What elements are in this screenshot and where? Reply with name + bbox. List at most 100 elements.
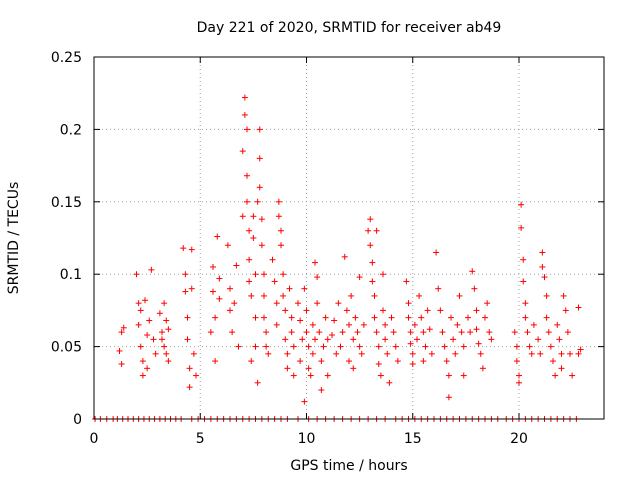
- data-point: [252, 314, 259, 321]
- data-point: [513, 343, 520, 350]
- data-point: [214, 233, 221, 240]
- data-point: [407, 329, 414, 336]
- y-tick-labels: 0 0.05 0.1 0.15 0.2 0.25: [51, 50, 82, 428]
- data-point: [354, 329, 361, 336]
- data-point: [275, 213, 282, 220]
- data-point: [252, 271, 259, 278]
- data-point: [450, 336, 457, 343]
- data-point: [258, 242, 265, 249]
- data-point: [479, 365, 486, 372]
- data-point: [522, 314, 529, 321]
- data-point: [484, 300, 491, 307]
- data-point: [477, 350, 484, 357]
- data-point: [539, 263, 546, 270]
- data-point: [244, 172, 250, 179]
- data-point: [367, 242, 374, 249]
- data-point: [539, 249, 546, 256]
- x-tick-label: 15: [404, 431, 422, 447]
- data-point: [246, 227, 253, 234]
- data-point: [286, 285, 293, 292]
- data-point: [261, 271, 267, 278]
- data-point: [207, 329, 214, 336]
- data-point: [384, 350, 391, 357]
- data-point: [409, 360, 416, 367]
- data-point: [441, 343, 448, 350]
- data-point: [144, 332, 151, 339]
- y-tick-label: 0.15: [51, 195, 82, 211]
- x-tick-label: 10: [298, 431, 316, 447]
- data-point: [261, 314, 267, 321]
- data-point: [318, 358, 325, 365]
- data-point: [248, 358, 255, 365]
- data-point: [288, 329, 295, 336]
- data-point: [163, 350, 170, 357]
- data-point: [420, 329, 427, 336]
- data-point: [471, 285, 478, 292]
- data-point: [278, 227, 284, 234]
- y-axis-label: SRMTID / TECUs: [6, 182, 22, 295]
- data-point: [558, 365, 565, 372]
- data-point: [473, 307, 480, 314]
- data-point: [150, 336, 157, 343]
- data-point: [135, 300, 142, 307]
- data-point: [513, 358, 520, 365]
- data-point: [564, 329, 571, 336]
- data-point: [437, 307, 444, 314]
- y-tick-label: 0.05: [51, 340, 82, 356]
- data-point: [373, 227, 380, 234]
- data-point: [252, 343, 259, 350]
- data-point: [386, 379, 393, 386]
- data-point: [452, 350, 459, 357]
- data-point: [318, 387, 325, 394]
- data-point: [520, 256, 527, 263]
- data-point: [371, 314, 378, 321]
- data-point: [558, 350, 565, 357]
- data-point: [186, 384, 193, 391]
- data-point: [188, 285, 195, 292]
- data-point: [435, 285, 442, 292]
- data-point: [367, 216, 374, 223]
- data-point: [305, 343, 312, 350]
- data-point: [273, 321, 280, 328]
- data-point: [524, 329, 531, 336]
- data-point: [486, 329, 493, 336]
- data-point: [456, 292, 463, 299]
- data-point: [482, 314, 488, 321]
- data-point: [575, 350, 582, 357]
- axis-ticks: [93, 56, 604, 420]
- data-point: [258, 216, 265, 223]
- data-point: [290, 343, 297, 350]
- data-point: [518, 201, 525, 208]
- data-point: [216, 295, 223, 302]
- data-point: [118, 360, 125, 367]
- data-point: [144, 365, 151, 372]
- data-point: [445, 372, 452, 379]
- x-tick-labels: 0 5 10 15 20: [90, 431, 528, 447]
- data-point: [324, 372, 331, 379]
- data-point: [312, 259, 318, 266]
- data-point: [216, 275, 223, 282]
- data-point: [511, 329, 518, 336]
- data-point: [377, 372, 384, 379]
- data-point: [337, 343, 344, 350]
- data-point: [547, 343, 554, 350]
- x-axis-label: GPS time / hours: [290, 458, 407, 474]
- data-point: [246, 278, 253, 285]
- data-point: [269, 256, 276, 263]
- data-point: [301, 398, 308, 405]
- data-point: [161, 343, 168, 350]
- x-tick-label: 0: [90, 431, 99, 447]
- data-point: [227, 307, 233, 314]
- data-point: [526, 343, 533, 350]
- data-point: [275, 198, 282, 205]
- data-point: [284, 365, 291, 372]
- data-point: [278, 242, 284, 249]
- data-point: [210, 288, 216, 295]
- data-point: [454, 321, 461, 328]
- data-point: [543, 314, 550, 321]
- data-point: [312, 336, 318, 343]
- data-point: [409, 350, 416, 357]
- data-point: [424, 307, 431, 314]
- data-point: [324, 336, 331, 343]
- y-tick-label: 0.25: [51, 50, 82, 66]
